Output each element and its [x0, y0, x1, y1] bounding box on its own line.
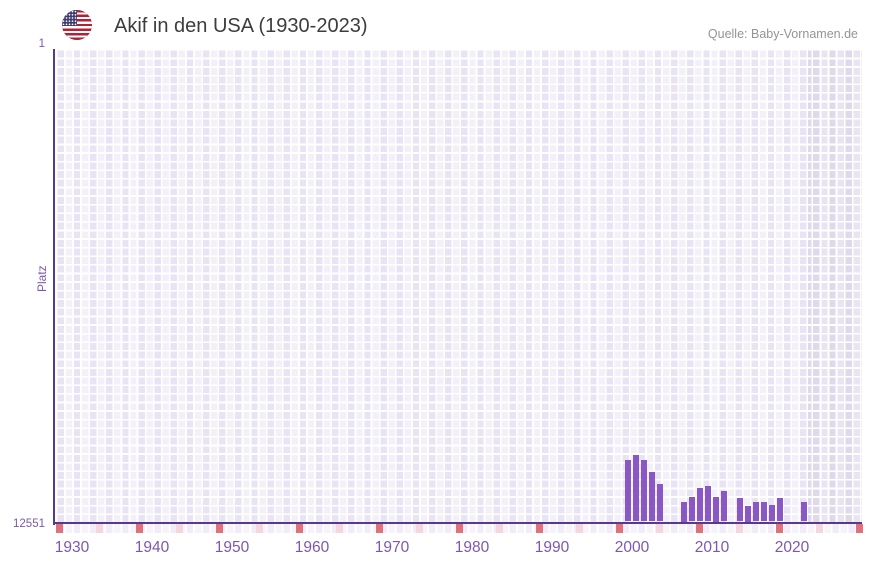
bar-2002[interactable]	[640, 459, 648, 522]
y-axis-line	[52, 49, 55, 525]
bar-2010[interactable]	[704, 486, 712, 522]
x-tick-1980: 1980	[454, 539, 490, 556]
x-tick-1950: 1950	[214, 539, 250, 556]
marker-red	[216, 524, 224, 534]
bar-2017[interactable]	[760, 501, 768, 522]
marker-pink	[656, 524, 664, 534]
x-tick-2010: 2010	[694, 539, 730, 556]
marker-red	[456, 524, 464, 534]
us-flag-canton	[62, 10, 77, 27]
y-axis-top-label: 1	[38, 38, 45, 50]
x-tick-2000: 2000	[614, 539, 650, 556]
x-tick-1970: 1970	[374, 539, 410, 556]
bar-2012[interactable]	[720, 490, 728, 522]
bar-2009[interactable]	[696, 488, 704, 522]
bar-2001[interactable]	[632, 454, 640, 522]
bar-2015[interactable]	[744, 506, 752, 522]
x-tick-1940: 1940	[134, 539, 170, 556]
marker-pink	[496, 524, 504, 534]
marker-red	[856, 524, 864, 534]
bar-2018[interactable]	[768, 504, 776, 522]
x-tick-labels: 1930 1940 1950 1960 1970 1980 1990 2000 2010 2020	[0, 539, 873, 559]
marker-red	[696, 524, 704, 534]
x-axis-marker-strip	[55, 524, 864, 534]
marker-pink	[816, 524, 824, 534]
marker-pink	[576, 524, 584, 534]
plot-area	[55, 49, 863, 522]
bar-2016[interactable]	[752, 501, 760, 522]
bar-2022[interactable]	[800, 502, 808, 522]
bar-2004[interactable]	[656, 483, 664, 522]
marker-red	[776, 524, 784, 534]
bar-2000[interactable]	[624, 459, 632, 522]
marker-red	[616, 524, 624, 534]
marker-pink	[336, 524, 344, 534]
x-tick-1960: 1960	[294, 539, 330, 556]
y-axis-title: Platz	[35, 265, 49, 292]
bar-2014[interactable]	[736, 498, 744, 522]
x-axis-line	[52, 521, 862, 525]
marker-pink	[176, 524, 184, 534]
bar-2011[interactable]	[712, 497, 720, 522]
chart-title: Akif in den USA (1930-2023)	[114, 15, 368, 37]
us-flag-icon	[62, 10, 92, 40]
marker-pink	[736, 524, 744, 534]
x-tick-2020: 2020	[774, 539, 810, 556]
marker-red	[136, 524, 144, 534]
marker-pink	[416, 524, 424, 534]
x-tick-1930: 1930	[54, 539, 90, 556]
marker-pink	[96, 524, 104, 534]
bar-2008[interactable]	[688, 497, 696, 522]
y-axis-bottom-label: 12551	[13, 518, 45, 530]
no-data-band	[808, 49, 862, 522]
marker-red	[376, 524, 384, 534]
marker-red	[296, 524, 304, 534]
marker-red	[536, 524, 544, 534]
bars-layer	[56, 49, 863, 522]
marker-pink	[256, 524, 264, 534]
bar-2007[interactable]	[680, 501, 688, 522]
marker-red	[56, 524, 64, 534]
x-tick-1990: 1990	[534, 539, 570, 556]
source-label: Quelle: Baby-Vornamen.de	[707, 27, 858, 41]
bar-2003[interactable]	[648, 471, 656, 522]
bar-2019[interactable]	[776, 498, 784, 522]
